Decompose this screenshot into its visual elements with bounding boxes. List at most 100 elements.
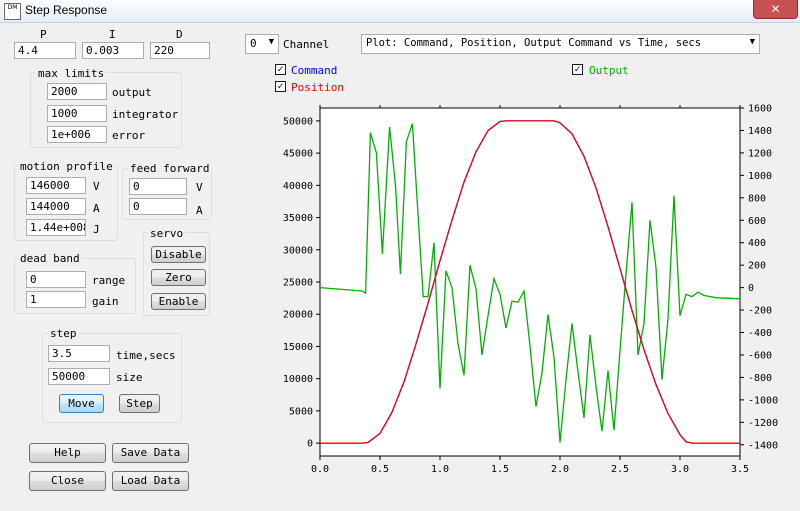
x-tick-label: 1.0 xyxy=(431,464,449,475)
y-left-tick-label: 0 xyxy=(307,439,313,450)
d-label: D xyxy=(176,28,183,41)
profile-jerk-input[interactable]: 1.44e+008 xyxy=(26,219,86,236)
x-tick-label: 2.0 xyxy=(551,464,569,475)
y-right-tick-label: 200 xyxy=(748,261,766,272)
title-bar: DM Step Response ✕ xyxy=(0,0,800,23)
zero-button[interactable]: Zero xyxy=(151,269,206,286)
plot-type-value: Plot: Command, Position, Output Command … xyxy=(366,37,702,49)
step-time-label: time,secs xyxy=(116,349,176,362)
profile-velocity-input[interactable]: 146000 xyxy=(26,177,86,194)
max-integrator-label: integrator xyxy=(112,108,179,121)
max-output-input[interactable]: 2000 xyxy=(47,83,107,100)
ff-velocity-label: V xyxy=(196,181,203,194)
x-tick-label: 0.5 xyxy=(371,464,389,475)
y-right-tick-label: -800 xyxy=(748,373,772,384)
step-time-input[interactable]: 3.5 xyxy=(48,345,110,362)
step-button[interactable]: Step xyxy=(119,394,160,413)
y-right-tick-label: 400 xyxy=(748,238,766,249)
y-left-tick-label: 50000 xyxy=(283,116,313,127)
max-integrator-input[interactable]: 1000 xyxy=(47,105,107,122)
command-label: Command xyxy=(291,64,338,77)
i-label: I xyxy=(109,28,116,41)
ff-accel-label: A xyxy=(196,204,203,217)
feed-forward-title: feed forward xyxy=(128,162,212,175)
y-right-tick-label: -1000 xyxy=(748,395,778,406)
position-label: Position xyxy=(291,81,344,94)
position-checkbox[interactable]: ✓ xyxy=(275,81,286,92)
dead-band-gain-label: gain xyxy=(92,295,119,308)
x-tick-label: 2.5 xyxy=(611,464,629,475)
d-gain-input[interactable]: 220 xyxy=(150,42,210,59)
y-left-tick-label: 45000 xyxy=(283,149,313,160)
y-left-tick-label: 20000 xyxy=(283,310,313,321)
i-gain-input[interactable]: 0.003 xyxy=(82,42,144,59)
chevron-down-icon: ▼ xyxy=(268,37,274,47)
y-left-tick-label: 15000 xyxy=(283,342,313,353)
y-right-tick-label: -600 xyxy=(748,350,772,361)
plot-type-select[interactable]: Plot: Command, Position, Output Command … xyxy=(361,34,760,54)
y-left-tick-label: 5000 xyxy=(289,406,313,417)
y-right-tick-label: 600 xyxy=(748,216,766,227)
app-icon: DM xyxy=(4,3,21,20)
y-right-tick-label: -1400 xyxy=(748,440,778,451)
y-right-tick-label: -1200 xyxy=(748,418,778,429)
channel-select[interactable]: 0 ▼ xyxy=(245,34,279,54)
x-tick-label: 1.5 xyxy=(491,464,509,475)
disable-button[interactable]: Disable xyxy=(151,246,206,263)
series-line-output xyxy=(319,123,741,443)
profile-accel-label: A xyxy=(93,202,100,215)
profile-jerk-label: J xyxy=(93,223,100,236)
dead-band-range-input[interactable]: 0 xyxy=(26,271,86,288)
step-response-chart: 0.0 0.5 1.0 1.5 2.0 2.5 3.0 3.50500010000150002… xyxy=(283,104,778,476)
output-checkbox[interactable]: ✓ xyxy=(572,64,583,75)
motion-profile-title: motion profile xyxy=(18,160,115,173)
channel-value: 0 xyxy=(250,37,257,50)
p-gain-input[interactable]: 4.4 xyxy=(14,42,76,59)
y-right-tick-label: 0 xyxy=(748,283,754,294)
y-left-tick-label: 30000 xyxy=(283,245,313,256)
step-title: step xyxy=(48,327,79,340)
ff-accel-input[interactable]: 0 xyxy=(129,198,187,215)
close-window-button[interactable]: ✕ xyxy=(753,0,798,19)
output-label: Output xyxy=(589,64,629,77)
y-right-tick-label: 800 xyxy=(748,193,766,204)
step-size-label: size xyxy=(116,371,143,384)
profile-accel-input[interactable]: 144000 xyxy=(26,198,86,215)
ff-velocity-input[interactable]: 0 xyxy=(129,178,187,195)
x-tick-label: 3.0 xyxy=(671,464,689,475)
dead-band-gain-input[interactable]: 1 xyxy=(26,291,86,308)
channel-label: Channel xyxy=(283,38,330,51)
series-line-position xyxy=(320,120,740,444)
dead-band-range-label: range xyxy=(92,274,126,287)
max-limits-title: max limits xyxy=(36,67,107,80)
y-right-tick-label: 1000 xyxy=(748,171,772,182)
p-label: P xyxy=(40,28,47,41)
y-left-tick-label: 25000 xyxy=(283,278,313,289)
help-button[interactable]: Help xyxy=(29,443,106,463)
y-right-tick-label: 1200 xyxy=(748,148,772,159)
max-error-input[interactable]: 1e+006 xyxy=(47,126,107,143)
step-size-input[interactable]: 50000 xyxy=(48,368,110,385)
chevron-down-icon: ▼ xyxy=(749,37,755,47)
profile-velocity-label: V xyxy=(93,180,100,193)
y-left-tick-label: 10000 xyxy=(283,374,313,385)
x-tick-label: 3.5 xyxy=(731,464,749,475)
y-right-tick-label: 1400 xyxy=(748,126,772,137)
y-right-tick-label: -400 xyxy=(748,328,772,339)
window-title: Step Response xyxy=(25,3,108,17)
enable-button[interactable]: Enable xyxy=(151,293,206,310)
max-output-label: output xyxy=(112,86,152,99)
y-right-tick-label: 1600 xyxy=(748,104,772,115)
plot-area xyxy=(319,107,741,457)
step-group xyxy=(42,333,182,423)
y-left-tick-label: 35000 xyxy=(283,213,313,224)
dead-band-title: dead band xyxy=(18,252,82,265)
move-button[interactable]: Move xyxy=(59,394,104,413)
command-checkbox[interactable]: ✓ xyxy=(275,64,286,75)
max-error-label: error xyxy=(112,129,146,142)
close-button[interactable]: Close xyxy=(29,471,106,491)
servo-title: servo xyxy=(148,227,186,240)
load-data-button[interactable]: Load Data xyxy=(112,471,189,491)
y-left-tick-label: 40000 xyxy=(283,181,313,192)
save-data-button[interactable]: Save Data xyxy=(112,443,189,463)
